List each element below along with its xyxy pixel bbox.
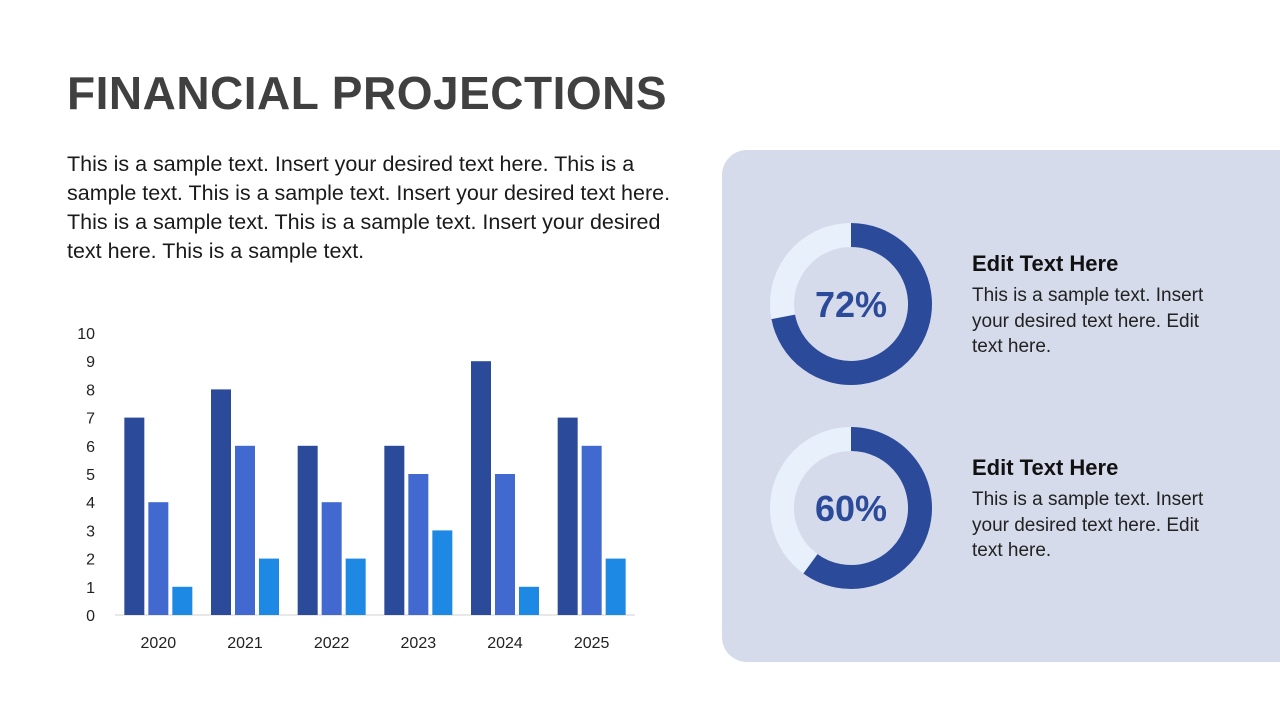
y-tick-label: 3 xyxy=(86,523,95,540)
y-tick-label: 4 xyxy=(86,495,95,512)
bar xyxy=(605,558,626,615)
y-tick-label: 0 xyxy=(86,608,95,625)
bar xyxy=(557,417,578,615)
bar xyxy=(259,558,279,615)
bar xyxy=(408,474,429,615)
donut-label: 72% xyxy=(815,284,887,325)
y-tick-label: 6 xyxy=(86,439,95,456)
donut-arc xyxy=(803,427,932,589)
body-text: This is a sample text. Insert your desir… xyxy=(67,152,671,263)
y-tick-label: 5 xyxy=(86,467,95,484)
donut-label: 60% xyxy=(815,488,887,529)
card-text: This is a sample text. Insert your desir… xyxy=(972,489,1204,561)
slide-title: FINANCIAL PROJECTIONS xyxy=(67,67,668,119)
y-tick-label: 7 xyxy=(86,411,95,428)
bar xyxy=(211,389,231,615)
x-tick-label: 2025 xyxy=(574,635,610,652)
y-tick-label: 9 xyxy=(86,354,95,371)
y-tick-label: 8 xyxy=(86,382,95,399)
x-tick-label: 2024 xyxy=(487,635,523,652)
bar xyxy=(471,361,491,615)
x-tick-label: 2022 xyxy=(314,635,350,652)
bar xyxy=(432,530,453,615)
bar xyxy=(581,445,602,615)
y-tick-label: 1 xyxy=(86,580,95,597)
bar xyxy=(297,445,318,615)
y-tick-label: 2 xyxy=(86,552,95,569)
bar xyxy=(124,417,145,615)
y-tick-label: 10 xyxy=(77,326,95,343)
card-text: This is a sample text. Insert your desir… xyxy=(972,285,1204,357)
donut-arc xyxy=(771,223,932,385)
x-tick-label: 2020 xyxy=(141,635,177,652)
bar xyxy=(519,586,539,615)
card-heading: Edit Text Here xyxy=(972,455,1119,480)
bar xyxy=(384,445,405,615)
side-panel xyxy=(722,150,1280,662)
bar xyxy=(495,474,515,615)
card-heading: Edit Text Here xyxy=(972,251,1119,276)
x-tick-label: 2021 xyxy=(227,635,263,652)
bar xyxy=(172,586,193,615)
bar xyxy=(148,502,169,615)
bar xyxy=(345,558,366,615)
x-tick-label: 2023 xyxy=(401,635,437,652)
bar xyxy=(235,445,255,615)
bar xyxy=(321,502,342,615)
